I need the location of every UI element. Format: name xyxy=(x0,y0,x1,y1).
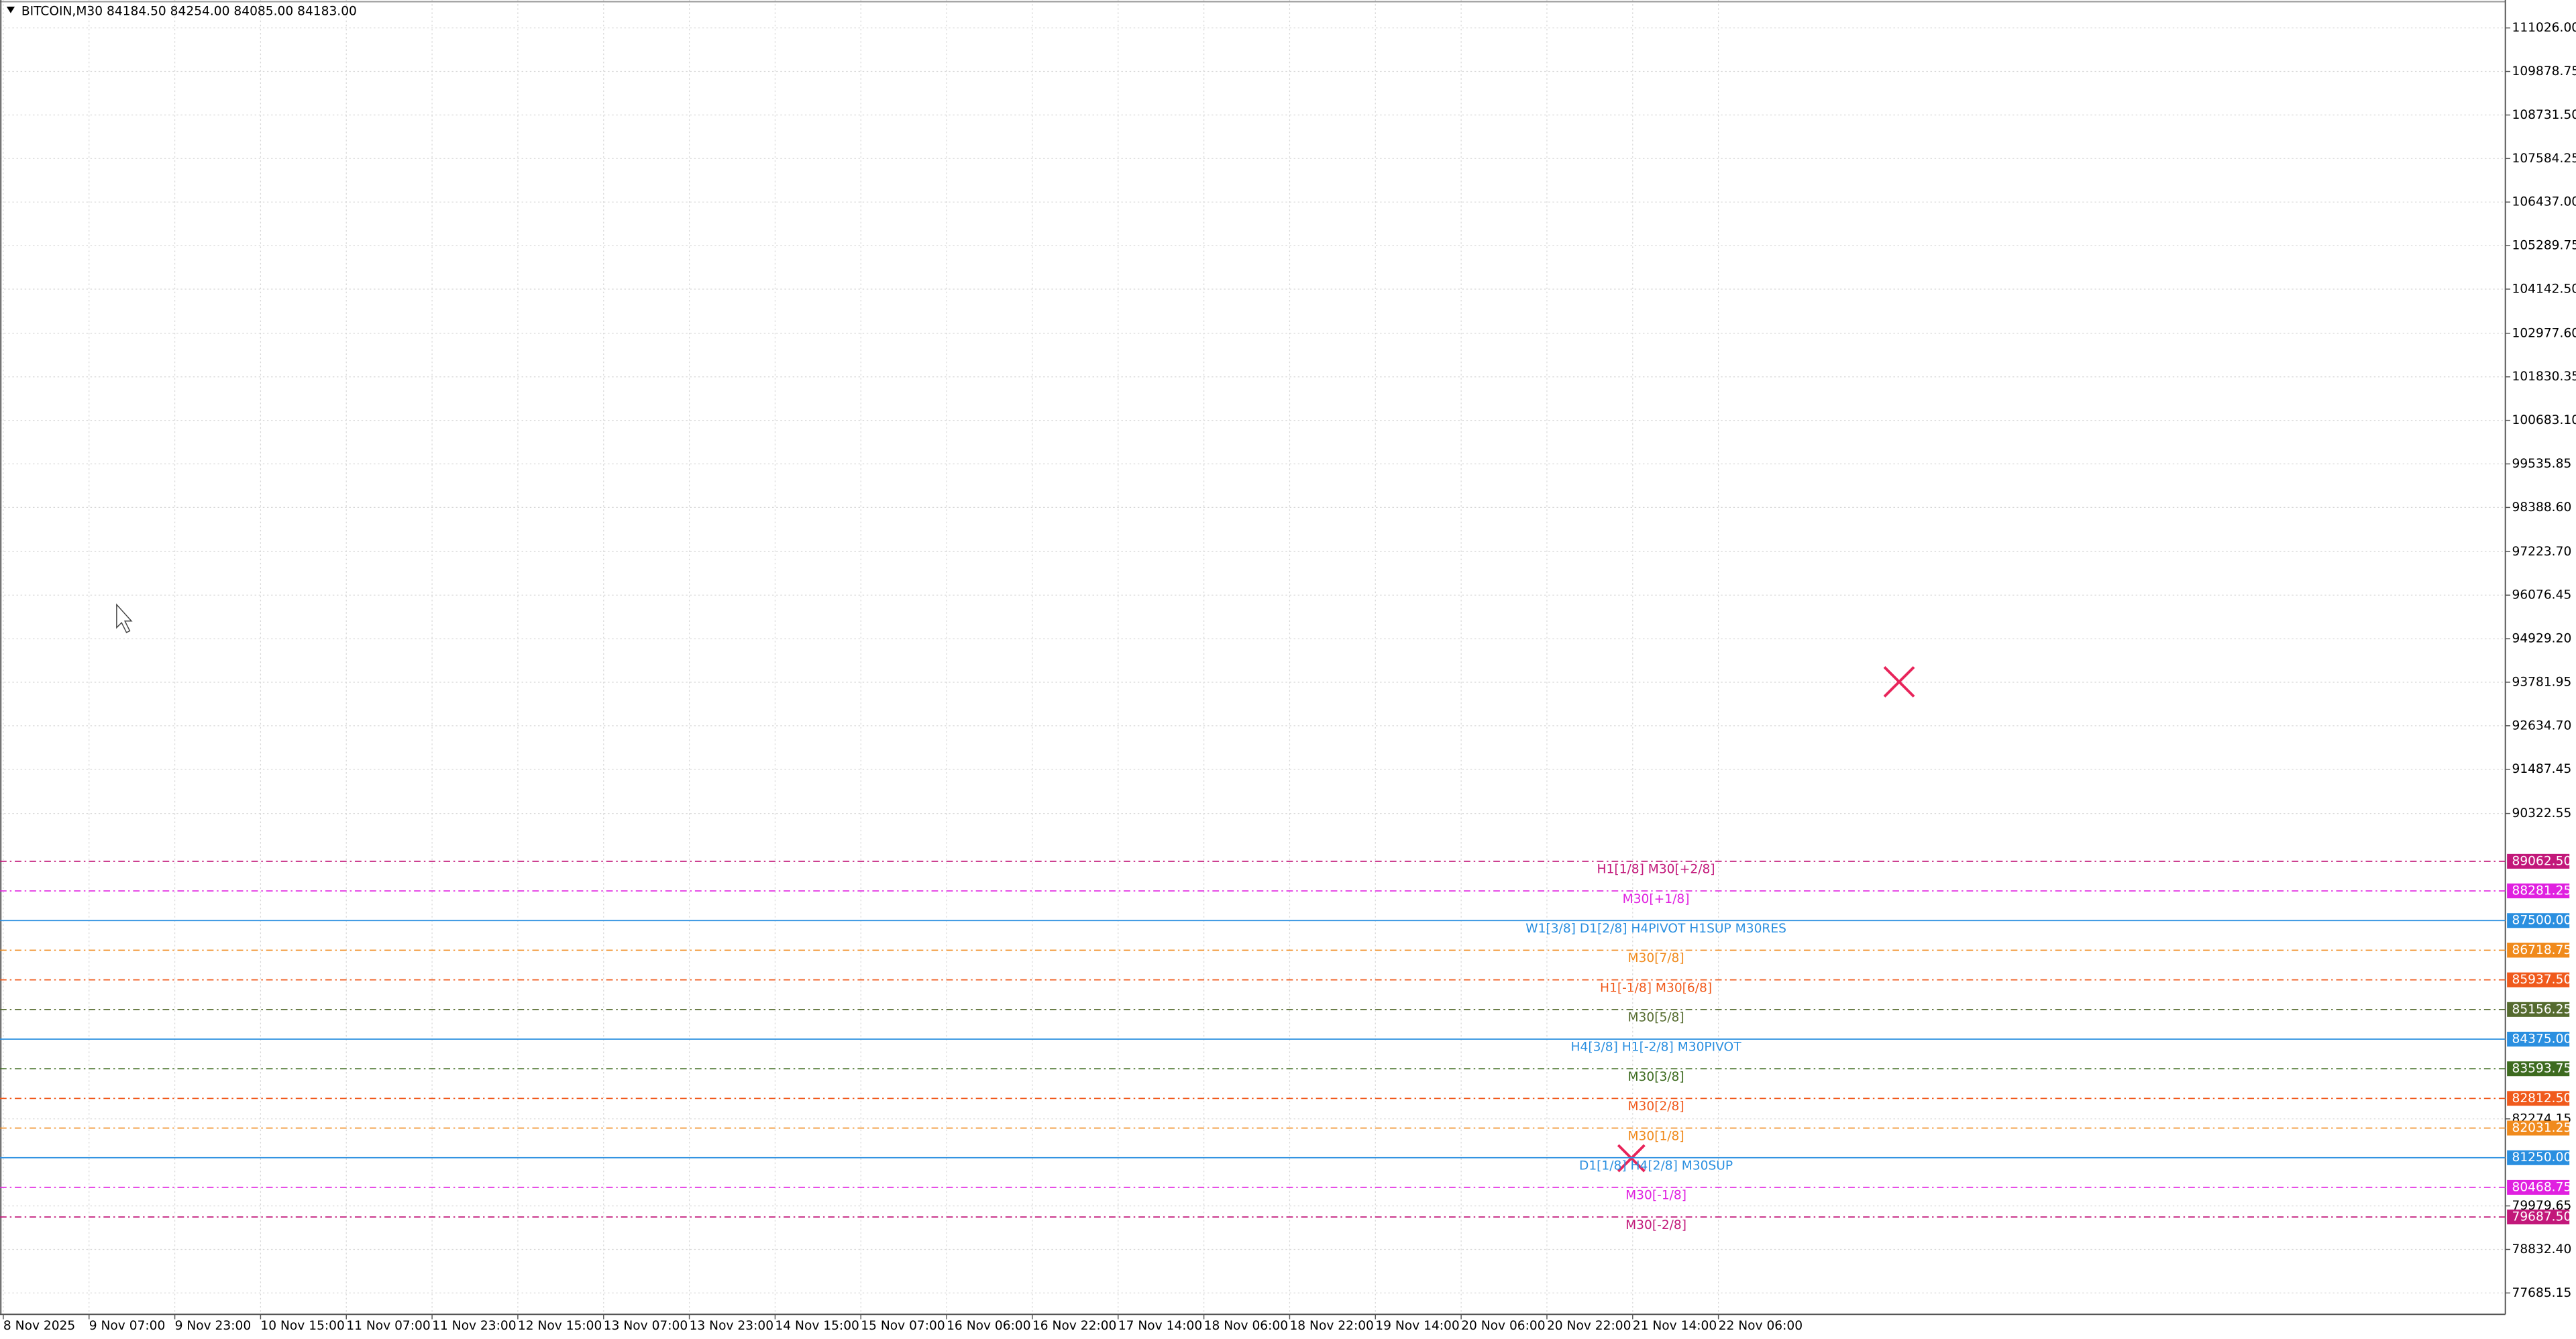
x-tick-label: 19 Nov 14:00 xyxy=(1375,1319,1459,1333)
price-box xyxy=(2507,1120,2570,1136)
y-tick-label: 105289.75 xyxy=(2512,239,2576,253)
y-tick-label: 100683.10 xyxy=(2512,413,2576,427)
x-tick-label: 15 Nov 07:00 xyxy=(861,1319,945,1333)
x-tick-label: 11 Nov 23:00 xyxy=(432,1319,516,1333)
level-label: M30[2/8] xyxy=(1627,1100,1684,1114)
price-box-label: 85156.25 xyxy=(2512,1002,2571,1016)
price-box-label: 82031.25 xyxy=(2512,1121,2571,1135)
x-marker xyxy=(1883,665,1915,698)
y-tick-label: 111026.00 xyxy=(2512,21,2576,35)
price-box-label: 88281.25 xyxy=(2512,884,2571,898)
price-box-label: 84375.00 xyxy=(2512,1032,2571,1047)
y-tick-label: 102977.60 xyxy=(2512,326,2576,340)
price-box-label: 83593.75 xyxy=(2512,1062,2571,1076)
y-tick-label: 107584.25 xyxy=(2512,152,2576,166)
x-tick-label: 10 Nov 15:00 xyxy=(260,1319,344,1333)
price-box xyxy=(2507,883,2570,899)
x-tick-label: 21 Nov 14:00 xyxy=(1633,1319,1717,1333)
level-label: M30[-2/8] xyxy=(1625,1218,1686,1232)
x-tick-label: 13 Nov 07:00 xyxy=(604,1319,688,1333)
y-tick-label: 78832.40 xyxy=(2512,1242,2571,1256)
mouse-cursor xyxy=(116,603,133,633)
y-tick-label: 96076.45 xyxy=(2512,588,2571,602)
y-tick-label: 104142.50 xyxy=(2512,282,2576,296)
y-tick-label: 93781.95 xyxy=(2512,675,2571,689)
price-box-label: 86718.75 xyxy=(2512,943,2571,957)
y-tick-label: 97223.70 xyxy=(2512,545,2571,559)
price-box xyxy=(2507,913,2570,928)
x-tick-label: 20 Nov 06:00 xyxy=(1461,1319,1545,1333)
level-label: D1[1/8] H4[2/8] M30SUP xyxy=(1579,1159,1733,1173)
x-tick-label: 22 Nov 06:00 xyxy=(1719,1319,1803,1333)
y-tick-label: 106437.00 xyxy=(2512,195,2576,209)
price-box xyxy=(2507,1210,2570,1225)
x-tick-label: 9 Nov 07:00 xyxy=(89,1319,166,1333)
price-box xyxy=(2507,1150,2570,1165)
level-label: H1[1/8] M30[+2/8] xyxy=(1597,863,1715,877)
x-tick-label: 9 Nov 23:00 xyxy=(175,1319,252,1333)
x-tick-label: 18 Nov 22:00 xyxy=(1289,1319,1373,1333)
level-label: W1[3/8] D1[2/8] H4PIVOT H1SUP M30RES xyxy=(1525,922,1786,936)
y-tick-label: 79979.65 xyxy=(2512,1199,2571,1213)
price-box-label: 80468.75 xyxy=(2512,1180,2571,1194)
price-box xyxy=(2507,853,2570,869)
price-box xyxy=(2507,972,2570,987)
y-tick-label: 94929.20 xyxy=(2512,632,2571,646)
y-tick-label: 99535.85 xyxy=(2512,457,2571,471)
x-tick-label: 16 Nov 22:00 xyxy=(1032,1319,1116,1333)
menu-arrow[interactable] xyxy=(6,6,15,13)
price-box-label: 81250.00 xyxy=(2512,1150,2571,1165)
chart-title: BITCOIN,M30 84184.50 84254.00 84085.00 8… xyxy=(21,5,357,19)
price-box-label: 85937.50 xyxy=(2512,973,2571,987)
price-box-label: 79687.50 xyxy=(2512,1210,2571,1224)
x-tick-label: 18 Nov 06:00 xyxy=(1204,1319,1288,1333)
price-box xyxy=(2507,1091,2570,1106)
y-tick-label: 101830.35 xyxy=(2512,370,2576,384)
y-tick-label: 108731.50 xyxy=(2512,108,2576,122)
y-tick-label: 77685.15 xyxy=(2512,1286,2571,1300)
x-tick-label: 17 Nov 14:00 xyxy=(1118,1319,1202,1333)
price-box-label: 87500.00 xyxy=(2512,914,2571,928)
price-box xyxy=(2507,1031,2570,1047)
x-tick-label: 11 Nov 07:00 xyxy=(346,1319,430,1333)
level-label: H1[-1/8] M30[6/8] xyxy=(1600,981,1712,995)
level-label: M30[7/8] xyxy=(1627,951,1684,965)
x-tick-label: 20 Nov 22:00 xyxy=(1547,1319,1631,1333)
x-tick-label: 13 Nov 23:00 xyxy=(690,1319,773,1333)
level-label: M30[5/8] xyxy=(1627,1011,1684,1025)
level-label: H4[3/8] H1[-2/8] M30PIVOT xyxy=(1571,1040,1742,1055)
y-tick-label: 92634.70 xyxy=(2512,718,2571,733)
level-label: M30[-1/8] xyxy=(1625,1189,1686,1203)
x-tick-label: 8 Nov 2025 xyxy=(3,1319,75,1333)
y-tick-label: 98388.60 xyxy=(2512,500,2571,515)
price-box-label: 89062.50 xyxy=(2512,854,2571,868)
price-box xyxy=(2507,943,2570,958)
y-tick-label: 109878.75 xyxy=(2512,64,2576,78)
price-box xyxy=(2507,1061,2570,1077)
level-label: M30[+1/8] xyxy=(1623,892,1690,906)
y-tick-label: 90322.55 xyxy=(2512,806,2571,820)
price-box xyxy=(2507,1179,2570,1195)
price-box-label: 82812.50 xyxy=(2512,1091,2571,1106)
x-tick-label: 16 Nov 06:00 xyxy=(947,1319,1030,1333)
x-tick-label: 12 Nov 15:00 xyxy=(518,1319,602,1333)
level-label: M30[3/8] xyxy=(1627,1070,1684,1084)
level-label: M30[1/8] xyxy=(1627,1129,1684,1143)
price-box xyxy=(2507,1002,2570,1017)
x-tick-label: 14 Nov 15:00 xyxy=(775,1319,859,1333)
y-tick-label: 91487.45 xyxy=(2512,762,2571,776)
